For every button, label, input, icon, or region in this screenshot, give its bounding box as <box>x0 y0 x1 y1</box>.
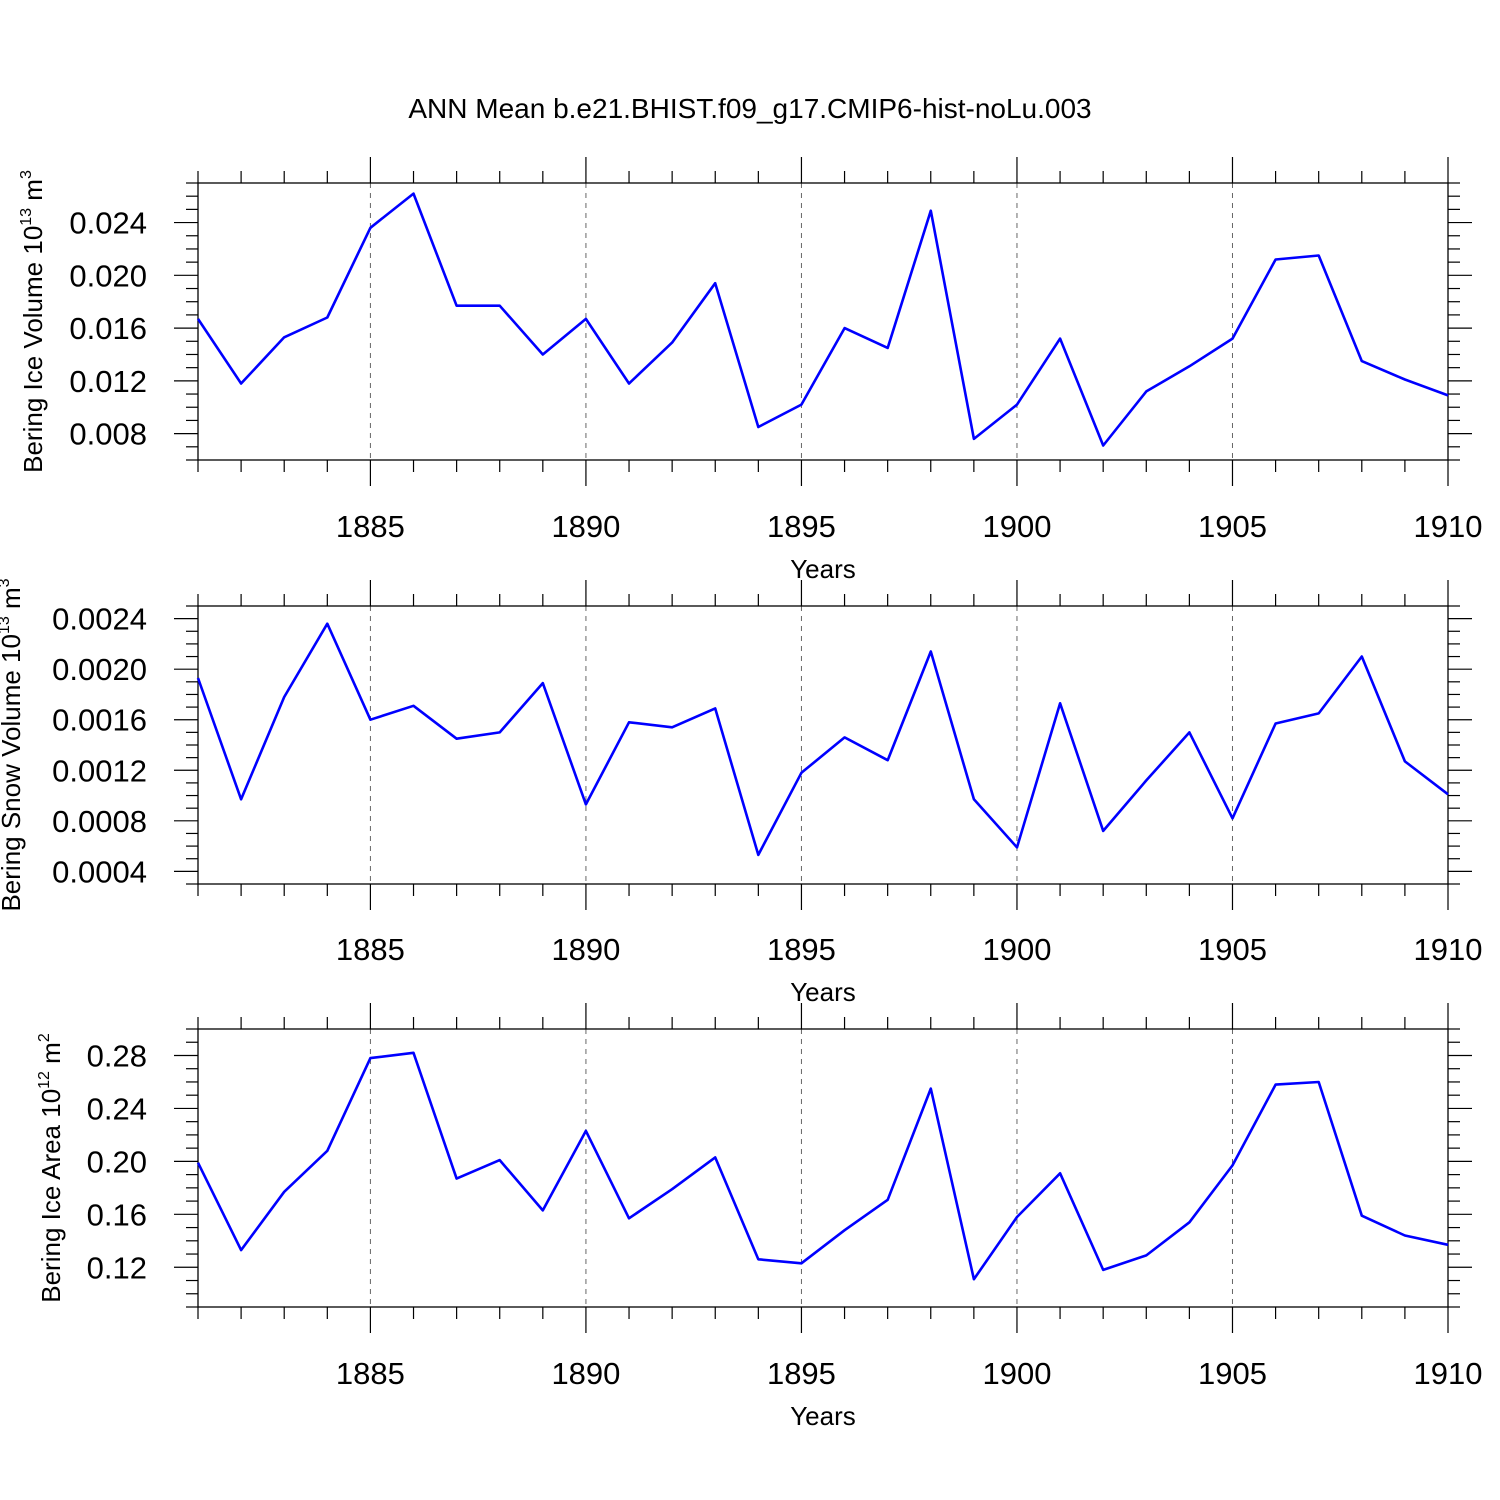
y-axis-title-unit-exponent: 3 <box>0 578 13 587</box>
x-tick-label: 1900 <box>982 509 1051 544</box>
x-tick-label: 1900 <box>982 932 1051 967</box>
x-tick-label: 1895 <box>767 509 836 544</box>
x-tick-label: 1895 <box>767 932 836 967</box>
y-tick-label: 0.0024 <box>52 602 147 637</box>
y-tick-label: 0.0020 <box>52 652 147 687</box>
y-axis-title-unit: m <box>18 179 48 208</box>
y-axis-title-unit-exponent: 3 <box>18 170 35 179</box>
y-axis-title-exponent: 13 <box>18 208 35 226</box>
x-tick-label: 1890 <box>551 932 620 967</box>
y-tick-label: 0.0016 <box>52 703 147 738</box>
x-tick-label: 1885 <box>336 932 405 967</box>
panels: 1885 1890 1895 1900 1905 1910 0.008 0.012 0.016 0… <box>0 157 1482 1431</box>
y-tick-label: 0.016 <box>69 311 147 346</box>
series-line <box>196 192 1449 447</box>
y-axis-title: Bering Snow Volume 1013 m3 <box>0 578 26 911</box>
y-axis-title: Bering Ice Volume 1013 m3 <box>18 170 48 473</box>
y-tick-label: 0.0004 <box>52 854 147 889</box>
y-axis-title-main: Bering Ice Volume 10 <box>18 226 48 473</box>
plot-frame <box>197 605 1449 885</box>
y-tick-label: 0.012 <box>69 364 147 399</box>
y-tick-label: 0.020 <box>69 258 147 293</box>
series-line <box>196 1051 1449 1281</box>
y-axis-title: Bering Ice Area 1012 m2 <box>36 1033 66 1303</box>
y-tick-label: 0.0012 <box>52 753 147 788</box>
x-tick-label: 1910 <box>1414 932 1483 967</box>
plot-frame <box>197 1028 1449 1308</box>
y-tick-label: 0.0008 <box>52 804 147 839</box>
y-tick-label: 0.24 <box>87 1091 147 1126</box>
y-tick-label: 0.16 <box>87 1197 147 1232</box>
x-axis-title: Years <box>790 1401 856 1431</box>
y-tick-label: 0.28 <box>87 1038 147 1073</box>
x-tick-label: 1905 <box>1198 1356 1267 1391</box>
plot-frame <box>197 182 1449 461</box>
x-tick-label: 1905 <box>1198 509 1267 544</box>
panel-2: 1885 1890 1895 1900 1905 1910 0.0004 0.0008 0.00… <box>0 578 1482 1007</box>
y-axis-title-main: Bering Snow Volume 10 <box>0 634 26 912</box>
x-tick-label: 1910 <box>1414 1356 1483 1391</box>
x-tick-label: 1885 <box>336 509 405 544</box>
x-axis-title: Years <box>790 554 856 584</box>
x-tick-label: 1905 <box>1198 932 1267 967</box>
y-tick-label: 0.20 <box>87 1144 147 1179</box>
x-tick-label: 1900 <box>982 1356 1051 1391</box>
x-tick-label: 1885 <box>336 1356 405 1391</box>
panel-1: 1885 1890 1895 1900 1905 1910 0.008 0.012 0.016 0… <box>18 157 1482 584</box>
y-axis-title-unit: m <box>36 1042 66 1071</box>
y-tick-label: 0.008 <box>69 417 147 452</box>
y-axis-title-exponent: 13 <box>0 616 13 634</box>
panel-3: 1885 1890 1895 1900 1905 1910 0.12 0.16 0.20 0.24… <box>36 1003 1482 1431</box>
x-axis-title: Years <box>790 977 856 1007</box>
y-axis-title-exponent: 12 <box>36 1071 53 1089</box>
x-tick-label: 1910 <box>1414 509 1483 544</box>
y-tick-label: 0.024 <box>69 206 147 241</box>
series-line <box>196 622 1449 857</box>
x-tick-label: 1890 <box>551 509 620 544</box>
y-axis-title-unit: m <box>0 587 26 616</box>
y-tick-label: 0.12 <box>87 1250 147 1285</box>
y-axis-title-unit-exponent: 2 <box>36 1033 53 1042</box>
x-tick-label: 1895 <box>767 1356 836 1391</box>
figure-title: ANN Mean b.e21.BHIST.f09_g17.CMIP6-hist-… <box>408 93 1091 124</box>
y-axis-title-main: Bering Ice Area 10 <box>36 1089 66 1303</box>
x-tick-label: 1890 <box>551 1356 620 1391</box>
